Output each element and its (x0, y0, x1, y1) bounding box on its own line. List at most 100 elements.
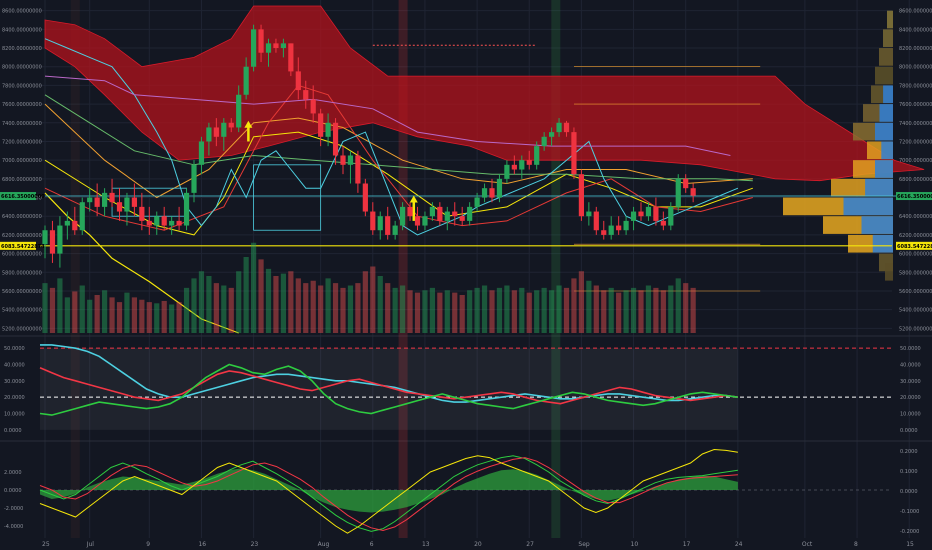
candle-body (347, 155, 354, 165)
signal-arrow-head (409, 195, 418, 203)
time-axis-label: Sep (578, 541, 590, 548)
time-axis-label: 25 (42, 541, 50, 548)
candle-body (221, 122, 227, 137)
price-tag-label: 6083.54722874 (897, 244, 932, 250)
volume-bar (400, 285, 406, 333)
volume-bar (437, 292, 443, 333)
volume-bar (355, 283, 361, 333)
volume-bar (64, 297, 70, 333)
candle-body (310, 99, 316, 114)
candle-body (169, 220, 175, 226)
candle-body (340, 155, 346, 165)
macd-histogram (40, 468, 738, 513)
candle-body (519, 160, 525, 170)
volume-bar (236, 271, 242, 333)
candle-body (228, 122, 234, 128)
volume-bar (660, 290, 666, 333)
oscillator-left-label: 50.0000 (4, 346, 25, 352)
profile-bar (883, 29, 893, 48)
time-axis-label: 6 (370, 541, 374, 548)
volume-bar (429, 287, 435, 333)
left-price-label: 8600.00000000 (2, 9, 42, 15)
candle-body (258, 29, 264, 53)
time-axis-label: 10 (631, 541, 639, 548)
right-price-label: 7200.00000000 (899, 139, 932, 145)
candle-body (385, 216, 391, 235)
price-tags: 6616.35000000 6616.35000000 6083.54722874 6… (0, 192, 932, 250)
candle-body (236, 94, 242, 128)
volume-bar (79, 285, 85, 333)
time-axis-label: 15 (906, 541, 914, 548)
volume-bar (303, 283, 309, 333)
time-axis-label: 24 (735, 541, 743, 548)
candle-body (571, 132, 577, 175)
candle-body (57, 225, 63, 254)
right-price-label: 6400.00000000 (899, 214, 932, 220)
volume-bar (452, 292, 458, 333)
volume-bars (42, 242, 696, 333)
right-price-label: 6200.00000000 (899, 233, 932, 239)
volume-bar (42, 283, 48, 333)
volume-bar (102, 290, 108, 333)
volume-bar (683, 283, 689, 333)
volume-bar (191, 278, 197, 333)
volume-bar (57, 278, 63, 333)
left-price-label: 6000.00000000 (2, 252, 42, 258)
right-price-label: 5800.00000000 (899, 270, 932, 276)
volume-bar (675, 278, 681, 333)
volume-bar (481, 285, 488, 333)
volume-bar (325, 278, 331, 333)
candle-body (124, 197, 130, 212)
candle-body (318, 113, 324, 137)
candle-body (578, 174, 584, 217)
macd-left-label: -4.0000 (4, 524, 23, 530)
volume-bar (116, 302, 123, 333)
volume-bar (474, 287, 480, 333)
macd-pane (39, 448, 892, 534)
macd-right-label: 0.1000 (900, 469, 918, 475)
volume-bar (154, 303, 160, 333)
candle-body (265, 43, 272, 53)
candle-body (459, 216, 465, 221)
left-price-label: 8400.00000000 (2, 27, 42, 33)
candle-body (251, 29, 257, 67)
candle-body (429, 206, 435, 217)
candle-body (481, 188, 488, 198)
oscillator-left-label: 20.0000 (4, 395, 25, 401)
left-price-label: 8200.00000000 (2, 46, 42, 52)
volume-bar (139, 299, 145, 333)
candle-body (526, 160, 532, 165)
candle-body (683, 178, 689, 189)
oscillator-right-label: 20.0000 (900, 395, 921, 401)
candle-body (198, 141, 205, 165)
oscillator-left-label: 10.0000 (4, 412, 25, 418)
right-price-label: 7000.00000000 (899, 158, 932, 164)
volume-bar (265, 268, 272, 333)
candle-body (303, 90, 309, 100)
volume-bar (124, 292, 130, 333)
highlight-band (551, 0, 561, 538)
volume-bar (616, 292, 622, 333)
volume-bar (630, 287, 637, 333)
volume-bar (273, 276, 279, 333)
macd-right-label: -0.2000 (900, 529, 919, 535)
right-price-label: 8200.00000000 (899, 46, 932, 52)
candle-body (414, 216, 421, 226)
volume-bar (228, 287, 234, 333)
price-tag-label: 6616.35000000 (1, 194, 45, 200)
oscillator-right-label: 30.0000 (900, 379, 921, 385)
volume-bar (556, 285, 562, 333)
macd-left-label: 2.0000 (4, 470, 22, 476)
volume-bar (131, 297, 137, 333)
right-price-label: 8400.00000000 (899, 27, 932, 33)
range-box (253, 164, 322, 231)
profile-bar-buy (861, 216, 893, 234)
candle-body (645, 206, 652, 217)
right-price-label: 7800.00000000 (899, 83, 932, 89)
volume-bar (183, 287, 190, 333)
candle-body (623, 220, 629, 231)
time-axis-label: Aug (318, 541, 330, 548)
profile-bar (887, 10, 893, 29)
volume-bar (370, 266, 376, 333)
candle-body (295, 71, 301, 91)
